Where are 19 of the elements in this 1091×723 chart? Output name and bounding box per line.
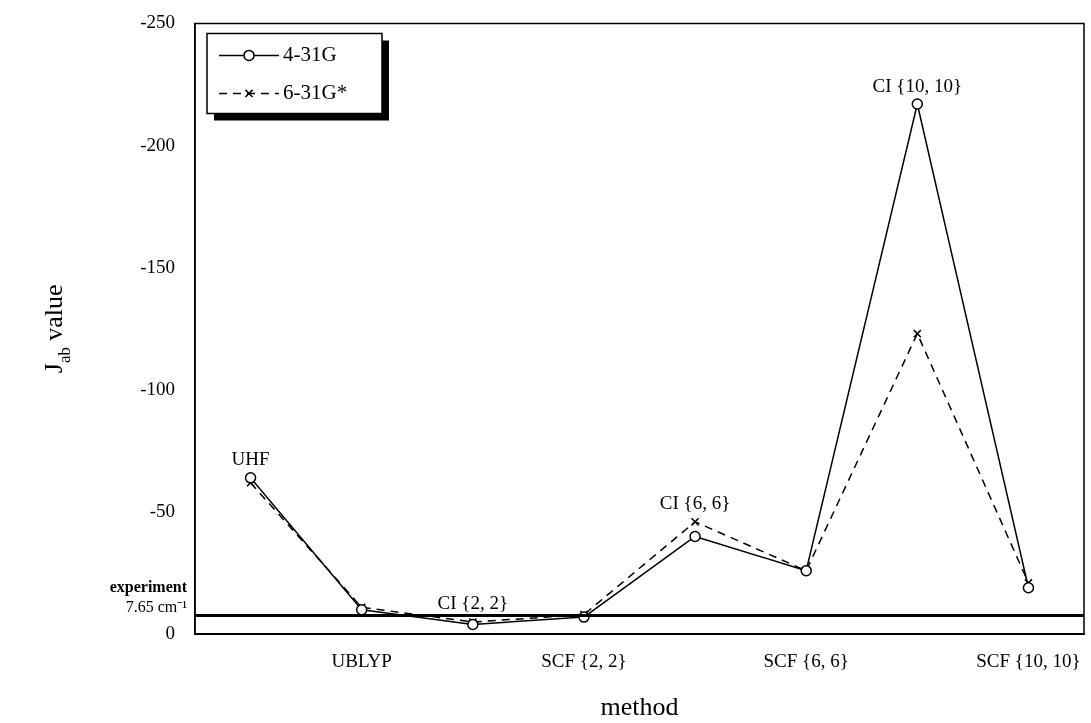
y-tick-label: -100 bbox=[140, 377, 175, 399]
x-tick-label: SCF {2, 2} bbox=[541, 649, 627, 671]
annotation: CI {6, 6} bbox=[659, 492, 731, 514]
y-tick-label: 0 bbox=[165, 622, 175, 644]
legend-label: 4-31G bbox=[283, 41, 337, 66]
y-tick-label: -150 bbox=[140, 255, 175, 277]
ref-line-label: experiment 7.65 cm⁻¹ bbox=[109, 577, 188, 615]
x-tick-label: SCF {10, 10} bbox=[976, 649, 1081, 671]
legend-label: 6-31G* bbox=[283, 79, 348, 104]
annotation: UHF bbox=[231, 448, 270, 470]
annotation: CI {2, 2} bbox=[437, 592, 509, 614]
y-tick-label: -250 bbox=[140, 11, 175, 33]
y-axis-title: Jab value bbox=[39, 284, 74, 374]
annotation: CI {10, 10} bbox=[872, 74, 963, 96]
y-tick-label: -50 bbox=[149, 500, 175, 522]
x-axis-title: method bbox=[600, 691, 679, 721]
x-tick-label: SCF {6, 6} bbox=[763, 649, 849, 671]
x-tick-label: UBLYP bbox=[331, 649, 392, 671]
y-tick-label: -200 bbox=[140, 133, 175, 155]
